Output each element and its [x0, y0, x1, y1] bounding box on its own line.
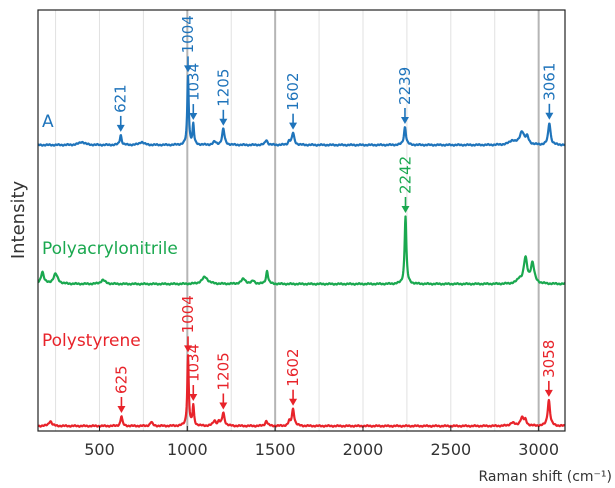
plot-frame — [37, 9, 566, 432]
x-tick-label-3000: 3000 — [518, 440, 559, 459]
peak-arrow-head-1004 — [184, 345, 193, 353]
y-axis-title: Intensity — [8, 180, 29, 259]
peak-arrow-head-1602 — [289, 398, 298, 406]
peak-label-3061: 3061 — [540, 63, 558, 101]
peak-arrow-head-621 — [116, 124, 125, 132]
peak-arrow-head-3058 — [544, 389, 553, 397]
peak-arrow-head-1205 — [219, 402, 228, 410]
series-label-polyacrylonitrile: Polyacrylonitrile — [42, 239, 178, 259]
peak-label-2242: 2242 — [396, 156, 414, 194]
spectrum-line-polyacrylonitrile — [38, 215, 565, 286]
peak-label-3058: 3058 — [540, 340, 558, 378]
gridlines — [55, 10, 540, 431]
spectra — [38, 74, 565, 428]
peak-arrow-head-625 — [117, 405, 126, 413]
x-axis-title: Raman shift (cm⁻¹) — [479, 469, 612, 485]
spectrum-line-polystyrene — [38, 354, 565, 428]
peak-label-1602: 1602 — [284, 349, 302, 387]
peak-arrow-head-1034 — [189, 394, 198, 402]
peak-label-2239: 2239 — [396, 67, 414, 105]
peak-annotations: 621 1004 1034 1205 1602 2239 3061 2242 625 1004 10… — [112, 15, 558, 413]
peak-arrow-head-2239 — [400, 116, 409, 124]
peak-label-1034: 1034 — [184, 63, 202, 101]
x-ticks: 500 1000 1500 2000 2500 3000 — [84, 426, 559, 459]
peak-label-1004: 1004 — [179, 15, 197, 53]
peak-arrow-head-1034 — [189, 113, 198, 121]
peak-arrow-head-1004 — [184, 65, 193, 73]
x-tick-label-1500: 1500 — [255, 440, 296, 459]
peak-arrow-head-3061 — [545, 112, 554, 120]
series-label-a: A — [42, 112, 54, 132]
x-tick-label-500: 500 — [84, 440, 115, 459]
peak-label-1602: 1602 — [284, 72, 302, 110]
peak-label-621: 621 — [112, 84, 130, 113]
peak-label-1004: 1004 — [179, 295, 197, 333]
x-tick-label-2500: 2500 — [430, 440, 471, 459]
peak-label-1034: 1034 — [184, 344, 202, 382]
peak-label-1205: 1205 — [214, 352, 232, 390]
peak-label-625: 625 — [112, 365, 130, 394]
peak-label-1205: 1205 — [214, 69, 232, 107]
spectrum-line-a — [38, 74, 565, 147]
peak-arrow-head-1602 — [289, 122, 298, 130]
peak-arrow-head-2242 — [401, 205, 410, 213]
x-tick-label-1000: 1000 — [167, 440, 208, 459]
x-tick-label-2000: 2000 — [343, 440, 384, 459]
series-label-polystyrene: Polystyrene — [42, 331, 141, 351]
peak-arrow-head-1205 — [219, 118, 228, 126]
